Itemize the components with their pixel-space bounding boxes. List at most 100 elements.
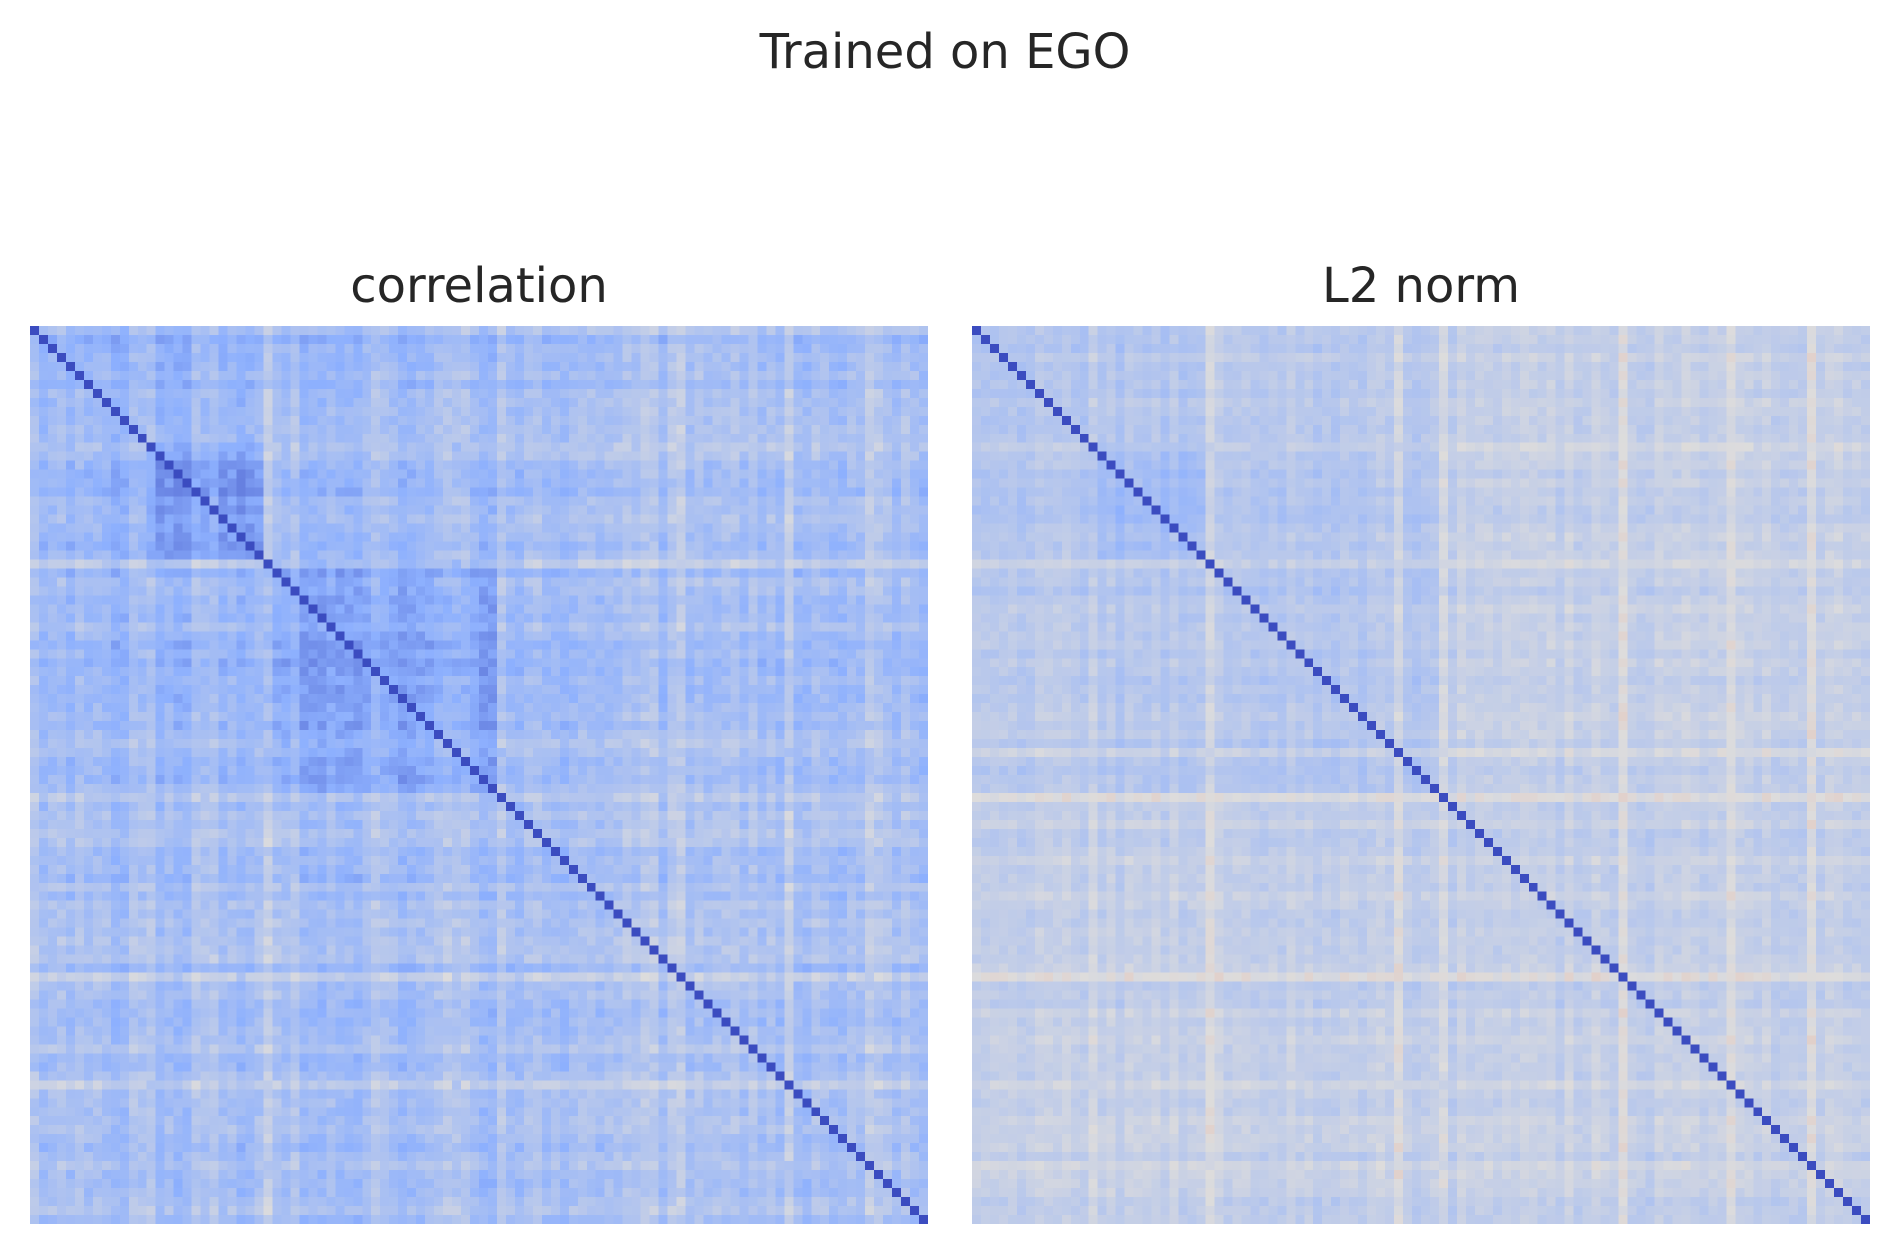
correlation-cell xyxy=(137,343,147,354)
correlation-cell xyxy=(730,415,740,425)
correlation-cell xyxy=(586,514,596,524)
correlation-cell xyxy=(910,388,920,399)
correlation-cell xyxy=(200,667,210,677)
correlation-cell xyxy=(532,541,543,551)
correlation-cell xyxy=(757,649,767,659)
correlation-cell xyxy=(550,730,560,740)
correlation-cell xyxy=(173,685,183,695)
correlation-cell xyxy=(119,550,129,560)
correlation-cell xyxy=(829,388,839,399)
correlation-cell xyxy=(380,730,390,740)
correlation-cell xyxy=(604,595,614,605)
correlation-cell xyxy=(479,514,489,524)
correlation-cell xyxy=(892,370,902,381)
correlation-cell xyxy=(856,586,866,596)
correlation-cell xyxy=(30,388,40,399)
correlation-cell xyxy=(730,478,740,488)
correlation-cell xyxy=(380,370,390,381)
correlation-cell xyxy=(712,379,722,390)
correlation-cell xyxy=(631,505,641,515)
correlation-cell xyxy=(793,415,803,425)
correlation-cell xyxy=(182,622,192,632)
correlation-cell xyxy=(919,532,928,542)
correlation-cell xyxy=(514,685,525,695)
correlation-cell xyxy=(155,703,165,713)
correlation-cell xyxy=(505,343,516,354)
correlation-cell xyxy=(838,685,848,695)
correlation-cell xyxy=(739,721,749,731)
correlation-cell xyxy=(901,640,911,650)
correlation-cell xyxy=(425,326,435,336)
correlation-cell xyxy=(416,460,426,470)
correlation-cell xyxy=(748,721,758,731)
correlation-cell xyxy=(487,352,498,363)
correlation-cell xyxy=(523,496,534,506)
correlation-cell xyxy=(173,766,183,776)
correlation-cell xyxy=(568,352,578,363)
correlation-cell xyxy=(667,649,677,659)
correlation-cell xyxy=(604,460,614,470)
correlation-cell xyxy=(74,586,85,596)
correlation-cell xyxy=(335,676,345,686)
correlation-cell xyxy=(910,433,920,443)
correlation-cell xyxy=(416,757,426,767)
correlation-cell xyxy=(434,649,444,659)
correlation-cell xyxy=(892,712,902,722)
correlation-cell xyxy=(317,505,327,515)
correlation-cell xyxy=(308,676,318,686)
correlation-cell xyxy=(775,676,785,686)
correlation-cell xyxy=(694,730,704,740)
correlation-cell xyxy=(595,397,605,407)
correlation-cell xyxy=(901,361,911,372)
correlation-cell xyxy=(281,514,291,524)
correlation-cell xyxy=(146,334,156,345)
correlation-cell xyxy=(721,739,731,749)
correlation-cell xyxy=(550,748,560,758)
correlation-cell xyxy=(344,406,354,416)
correlation-cell xyxy=(326,595,336,605)
correlation-cell xyxy=(281,712,291,722)
correlation-cell xyxy=(254,649,264,659)
correlation-cell xyxy=(604,649,614,659)
correlation-cell xyxy=(362,703,372,713)
correlation-cell xyxy=(38,406,49,416)
correlation-cell xyxy=(290,676,300,686)
correlation-cell xyxy=(487,631,498,641)
correlation-cell xyxy=(757,532,767,542)
correlation-cell xyxy=(299,685,309,695)
correlation-cell xyxy=(335,667,345,677)
correlation-cell xyxy=(30,496,40,506)
correlation-cell xyxy=(434,478,444,488)
correlation-cell xyxy=(604,766,614,776)
correlation-cell xyxy=(74,667,85,677)
correlation-cell xyxy=(784,766,794,776)
correlation-cell xyxy=(802,505,812,515)
correlation-cell xyxy=(470,694,480,704)
correlation-cell xyxy=(452,388,462,399)
correlation-cell xyxy=(434,550,444,560)
correlation-cell xyxy=(514,487,525,497)
correlation-cell xyxy=(263,550,273,560)
correlation-cell xyxy=(272,748,282,758)
correlation-cell xyxy=(452,658,462,668)
correlation-cell xyxy=(559,568,569,578)
correlation-cell xyxy=(479,460,489,470)
correlation-cell xyxy=(290,757,300,767)
correlation-cell xyxy=(496,541,507,551)
correlation-cell xyxy=(110,361,120,372)
correlation-cell xyxy=(793,604,803,614)
correlation-cell xyxy=(65,478,76,488)
correlation-cell xyxy=(487,487,498,497)
correlation-cell xyxy=(461,469,471,479)
correlation-cell xyxy=(101,469,111,479)
correlation-cell xyxy=(541,586,552,596)
correlation-cell xyxy=(461,541,471,551)
correlation-cell xyxy=(685,478,695,488)
correlation-cell xyxy=(479,568,489,578)
correlation-cell xyxy=(496,649,507,659)
correlation-cell xyxy=(416,478,426,488)
correlation-cell xyxy=(883,748,893,758)
correlation-cell xyxy=(559,559,569,569)
correlation-cell xyxy=(568,487,578,497)
correlation-cell xyxy=(470,541,480,551)
